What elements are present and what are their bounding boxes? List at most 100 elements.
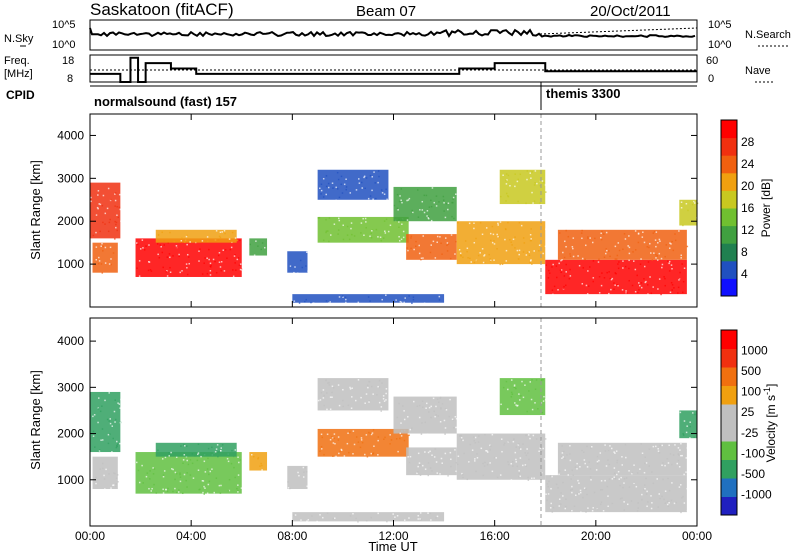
velocity-speckle bbox=[549, 475, 552, 477]
velocity-speckle bbox=[207, 457, 209, 460]
velocity-speckle bbox=[542, 378, 544, 381]
velocity-speckle bbox=[667, 505, 669, 507]
velocity-speckle bbox=[368, 401, 370, 403]
velocity-speckle bbox=[322, 389, 325, 391]
power-region-5 bbox=[287, 251, 308, 273]
power-speckle bbox=[90, 200, 92, 203]
power-speckle bbox=[481, 233, 484, 236]
velocity-ylabel: Slant Range [km] bbox=[28, 370, 43, 470]
velocity-speckle bbox=[455, 418, 458, 420]
velocity-speckle bbox=[334, 442, 336, 445]
power-cbar-segment bbox=[721, 137, 737, 156]
velocity-speckle bbox=[579, 489, 582, 492]
power-speckle bbox=[444, 237, 447, 239]
velocity-speckle bbox=[558, 505, 560, 507]
velocity-cbar-segment bbox=[721, 330, 737, 349]
power-speckle bbox=[631, 284, 634, 287]
power-speckle bbox=[119, 208, 122, 211]
velocity-speckle bbox=[565, 498, 567, 500]
power-speckle bbox=[557, 289, 559, 291]
power-speckle bbox=[444, 216, 447, 219]
velocity-speckle bbox=[444, 427, 447, 429]
velocity-speckle bbox=[342, 388, 344, 391]
velocity-speckle bbox=[196, 459, 199, 462]
power-speckle bbox=[355, 189, 358, 191]
power-speckle bbox=[584, 244, 587, 247]
velocity-speckle bbox=[512, 465, 514, 467]
velocity-speckle bbox=[231, 449, 233, 452]
velocity-speckle bbox=[149, 470, 151, 472]
velocity-speckle bbox=[567, 474, 570, 476]
velocity-speckle bbox=[98, 397, 100, 399]
velocity-speckle bbox=[643, 488, 645, 491]
velocity-speckle bbox=[426, 433, 429, 435]
velocity-speckle bbox=[347, 432, 349, 435]
velocity-speckle bbox=[529, 437, 531, 440]
power-speckle bbox=[452, 201, 454, 204]
velocity-speckle bbox=[474, 436, 477, 439]
velocity-speckle bbox=[326, 433, 329, 436]
velocity-speckle bbox=[692, 412, 694, 414]
power-speckle bbox=[110, 258, 112, 260]
velocity-speckle bbox=[191, 462, 194, 465]
velocity-speckle bbox=[174, 471, 177, 474]
velocity-speckle bbox=[317, 399, 320, 402]
power-speckle bbox=[420, 258, 422, 261]
velocity-speckle bbox=[659, 497, 661, 500]
power-speckle bbox=[660, 293, 662, 296]
power-speckle bbox=[634, 249, 637, 251]
power-speckle bbox=[450, 234, 453, 236]
velocity-speckle bbox=[489, 444, 491, 447]
power-speckle bbox=[139, 248, 142, 250]
power-speckle bbox=[421, 200, 424, 203]
power-speckle bbox=[479, 252, 481, 254]
velocity-speckle bbox=[621, 464, 623, 466]
velocity-speckle bbox=[113, 410, 116, 413]
power-speckle bbox=[613, 288, 615, 290]
velocity-speckle bbox=[515, 387, 517, 390]
power-speckle bbox=[341, 295, 344, 297]
power-cbar-tick: 28 bbox=[741, 135, 755, 149]
power-speckle bbox=[665, 244, 668, 246]
velocity-speckle bbox=[334, 517, 336, 519]
velocity-speckle bbox=[403, 410, 405, 412]
velocity-speckle bbox=[349, 515, 352, 517]
velocity-speckle bbox=[526, 448, 528, 450]
velocity-speckle bbox=[213, 491, 216, 494]
velocity-speckle bbox=[300, 519, 302, 521]
power-speckle bbox=[399, 300, 402, 303]
velocity-speckle bbox=[99, 468, 101, 470]
power-speckle bbox=[656, 255, 658, 257]
velocity-speckle bbox=[590, 479, 592, 481]
velocity-speckle bbox=[560, 492, 562, 494]
power-speckle bbox=[100, 263, 103, 265]
power-speckle bbox=[628, 259, 630, 262]
power-speckle bbox=[340, 183, 342, 186]
power-speckle bbox=[447, 208, 449, 211]
power-speckle bbox=[342, 238, 345, 241]
velocity-speckle bbox=[484, 433, 486, 436]
velocity-speckle bbox=[331, 436, 333, 438]
power-speckle bbox=[646, 284, 649, 286]
x-tick-label: 04:00 bbox=[176, 529, 206, 543]
power-speckle bbox=[447, 243, 450, 245]
velocity-speckle bbox=[689, 425, 691, 428]
velocity-speckle bbox=[197, 452, 200, 454]
velocity-speckle bbox=[378, 401, 381, 404]
power-speckle bbox=[532, 202, 534, 204]
power-speckle bbox=[184, 241, 186, 243]
velocity-speckle bbox=[186, 459, 188, 462]
power-speckle bbox=[104, 223, 106, 225]
velocity-speckle bbox=[137, 469, 140, 472]
power-speckle bbox=[186, 266, 188, 269]
x-tick-label: 12:00 bbox=[378, 529, 408, 543]
power-speckle bbox=[527, 251, 529, 254]
power-speckle bbox=[178, 255, 180, 258]
power-speckle bbox=[429, 251, 432, 254]
power-speckle bbox=[634, 268, 637, 271]
velocity-speckle bbox=[220, 484, 222, 487]
velocity-speckle bbox=[377, 436, 380, 438]
velocity-speckle bbox=[105, 468, 107, 471]
